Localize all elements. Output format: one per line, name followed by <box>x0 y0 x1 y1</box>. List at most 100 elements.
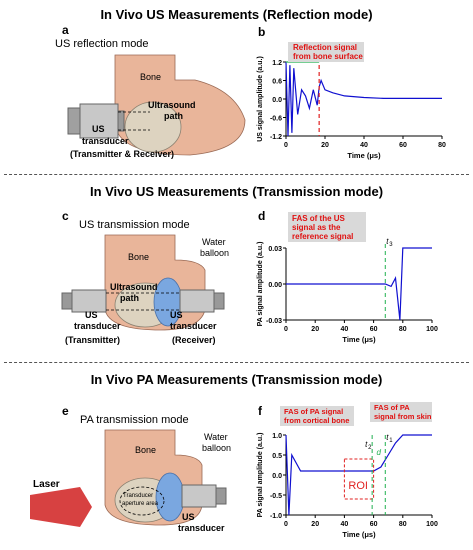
label-us-line2: transducer <box>178 523 225 533</box>
x-axis-label: Time (μs) <box>347 151 381 160</box>
transducer-face <box>117 110 125 132</box>
label-bone: Bone <box>140 72 161 82</box>
tx-transducer-body <box>71 289 107 313</box>
label-path-line2: path <box>164 111 183 121</box>
y-tick-label: 0.6 <box>272 79 282 86</box>
x-tick-label: 40 <box>341 326 349 333</box>
tx-transducer-cap <box>61 292 73 310</box>
callout-line1: Reflection signal <box>293 43 357 52</box>
label-transducer-line1: US <box>92 124 105 134</box>
y-tick-label: 1.2 <box>272 60 282 67</box>
callout-cortical <box>280 406 354 426</box>
label-tx-line2: transducer <box>74 321 121 331</box>
diagram-us-transmission: Bone Ultrasound path Water balloon US tr… <box>61 234 229 345</box>
t3-label: t <box>386 237 389 246</box>
callout-line2: signal as the <box>292 223 341 232</box>
callout-skin-line2: signal from skin <box>374 412 432 421</box>
label-aperture-line2: aperture area <box>122 501 159 507</box>
x-tick-label: 60 <box>399 142 407 149</box>
callout-skin <box>370 402 432 422</box>
roi-box <box>343 458 375 500</box>
panel-letter-d: d <box>258 209 266 223</box>
label-path-line1: Ultrasound <box>110 282 158 292</box>
label-balloon-line2: balloon <box>202 443 231 453</box>
x-tick-label: 20 <box>311 326 319 333</box>
label-bone: Bone <box>135 445 156 455</box>
t1-label: t <box>386 433 389 442</box>
plot-area: -1.0 -0.5 0.0 0.5 1.0 0 20 40 60 80 100 Time (μs) PA… <box>257 433 438 539</box>
x-tick-label: 20 <box>311 521 319 528</box>
y-tick-label: -1.0 <box>270 513 282 520</box>
t2-label: t <box>365 440 368 449</box>
label-us-line1: US <box>182 512 195 522</box>
label-rx-line1: US <box>170 310 183 320</box>
label-tx-line1: US <box>85 310 98 320</box>
rx-transducer-body <box>179 289 215 313</box>
laser-beam <box>30 487 92 527</box>
diagram-us-reflection: Bone Ultrasound path US transducer (Tran… <box>67 54 246 159</box>
x-tick-label: 0 <box>284 521 288 528</box>
x-tick-label: 60 <box>370 326 378 333</box>
transducer-body <box>79 103 119 139</box>
chart-pa-transmission: -1.0 -0.5 0.0 0.5 1.0 0 20 40 60 80 100 Time (μs) PA… <box>257 402 438 539</box>
x-axis-label: Time (μs) <box>342 335 376 344</box>
aperture-area-outline <box>119 486 165 516</box>
section-title-pa-transmission: In Vivo PA Measurements (Transmission mo… <box>90 372 383 387</box>
plot-area: -0.03 0.00 0.03 0 20 40 60 80 100 Time (μs) PA sig… <box>257 237 438 344</box>
callout-line3: reference signal <box>292 232 353 241</box>
water-balloon <box>155 472 185 522</box>
diagram-title-c: US transmission mode <box>79 219 190 231</box>
d-label: d <box>376 448 381 457</box>
y-tick-label: 1.0 <box>272 433 282 440</box>
panel-letter-f: f <box>258 404 262 418</box>
panel-letter-a: a <box>62 23 69 37</box>
ultrasound-path <box>118 111 150 131</box>
label-path-line1: Ultrasound <box>148 100 196 110</box>
y-tick-label: 0.0 <box>272 97 282 104</box>
x-tick-label: 80 <box>399 521 407 528</box>
callout-skin-line1: FAS of PA <box>374 403 410 412</box>
us-transducer-cap <box>215 487 227 505</box>
diagram-pa-transmission: Bone Water balloon Laser Transducer aper… <box>30 429 231 533</box>
rx-transducer-cap <box>213 292 225 310</box>
callout-line2: from bone surface <box>293 52 363 61</box>
t3-subscript: 3 <box>389 242 393 248</box>
label-balloon-line2: balloon <box>200 248 229 258</box>
us-transducer-body <box>181 484 217 508</box>
x-tick-label: 100 <box>426 326 438 333</box>
label-balloon-line1: Water <box>204 432 228 442</box>
ultrasound-path <box>106 292 180 311</box>
transducer-cap <box>67 107 81 135</box>
section-title-reflection: In Vivo US Measurements (Reflection mode… <box>100 7 373 22</box>
chart-us-reflection: -1.2 -0.6 0.0 0.6 1.2 0 20 40 60 80 Time (μs) US si… <box>257 42 446 160</box>
x-axis-label: Time (μs) <box>342 530 376 539</box>
series-line <box>286 247 432 321</box>
label-transducer-line3: (Transmitter & Receiver) <box>70 149 174 159</box>
plot-area: -1.2 -0.6 0.0 0.6 1.2 0 20 40 60 80 Time (μs) US si… <box>257 51 446 160</box>
label-path-line2: path <box>120 293 139 303</box>
label-transducer-line2: transducer <box>82 136 129 146</box>
y-tick-label: 0.0 <box>272 473 282 480</box>
y-tick-label: 0.03 <box>268 246 282 253</box>
label-aperture-line1: Transducer <box>123 493 153 499</box>
callout-cortical-line1: FAS of PA signal <box>284 407 343 416</box>
panel-letter-c: c <box>62 209 69 223</box>
bone-shape <box>124 101 182 153</box>
callout-reference <box>288 212 366 242</box>
x-tick-label: 40 <box>341 521 349 528</box>
x-tick-label: 0 <box>284 326 288 333</box>
y-tick-label: -0.03 <box>266 318 282 325</box>
label-rx-line3: (Receiver) <box>172 335 216 345</box>
diagram-title-a: US reflection mode <box>55 38 149 50</box>
x-tick-label: 0 <box>284 142 288 149</box>
diagram-title-e: PA transmission mode <box>80 414 189 426</box>
x-tick-label: 20 <box>321 142 329 149</box>
t2-subscript: 2 <box>368 445 372 451</box>
y-axis-label: PA signal amplitude (a.u.) <box>257 242 264 327</box>
panel-letter-b: b <box>258 25 266 39</box>
panel-letter-e: e <box>62 404 69 418</box>
series-line <box>285 61 442 137</box>
callout-cortical-line2: from cortical bone <box>284 416 349 425</box>
callout-reflection <box>288 42 364 62</box>
y-tick-label: 0.00 <box>268 282 282 289</box>
